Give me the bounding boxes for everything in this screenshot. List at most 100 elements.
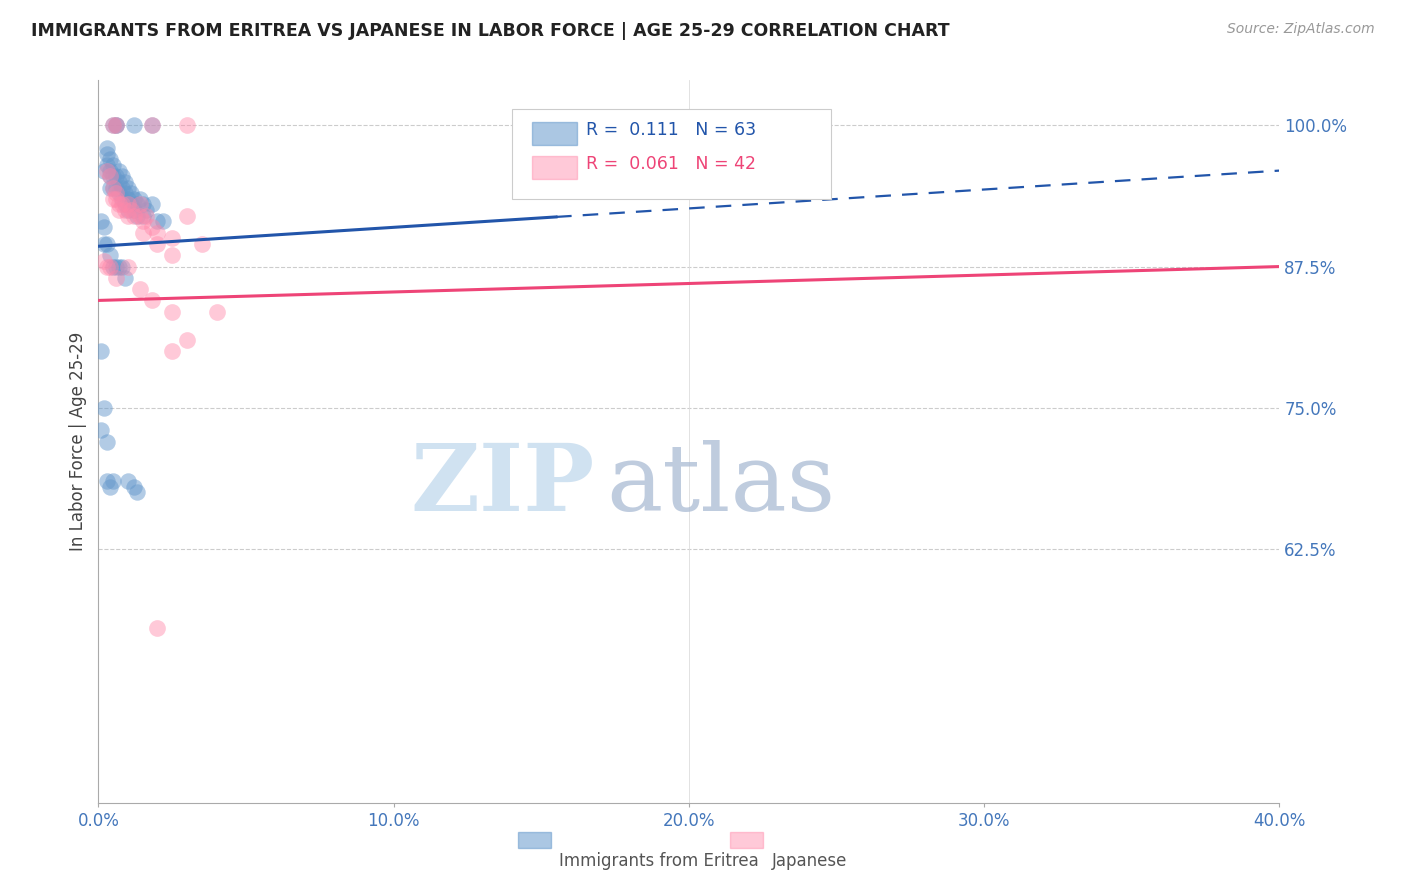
Point — [146, 214, 169, 228]
Point — [93, 163, 115, 178]
Point — [128, 209, 150, 223]
Point — [105, 169, 128, 184]
Point — [105, 270, 128, 285]
Text: R =  0.061   N = 42: R = 0.061 N = 42 — [586, 154, 756, 173]
Point — [120, 197, 142, 211]
Point — [90, 423, 112, 437]
Point — [162, 344, 183, 359]
Point — [114, 175, 136, 189]
Point — [98, 480, 121, 494]
Point — [176, 209, 198, 223]
Point — [90, 344, 112, 359]
Point — [117, 209, 139, 223]
Bar — [730, 831, 763, 847]
Point — [141, 197, 163, 211]
Point — [105, 260, 128, 274]
Text: ZIP: ZIP — [411, 440, 595, 530]
Point — [98, 153, 121, 167]
Point — [98, 169, 121, 184]
Point — [122, 480, 145, 494]
Point — [117, 203, 139, 218]
Point — [96, 146, 118, 161]
Point — [103, 180, 125, 194]
Point — [125, 197, 148, 211]
Point — [122, 203, 145, 218]
Point — [125, 485, 148, 500]
Point — [105, 119, 128, 133]
Point — [108, 163, 131, 178]
Bar — [531, 156, 576, 179]
Text: Source: ZipAtlas.com: Source: ZipAtlas.com — [1227, 22, 1375, 37]
Point — [128, 192, 150, 206]
Point — [120, 203, 142, 218]
Point — [176, 119, 198, 133]
Point — [114, 197, 136, 211]
Point — [132, 197, 155, 211]
Point — [90, 214, 112, 228]
Point — [205, 304, 228, 318]
FancyBboxPatch shape — [512, 109, 831, 200]
Point — [96, 260, 118, 274]
Point — [146, 237, 169, 252]
Text: IMMIGRANTS FROM ERITREA VS JAPANESE IN LABOR FORCE | AGE 25-29 CORRELATION CHART: IMMIGRANTS FROM ERITREA VS JAPANESE IN L… — [31, 22, 949, 40]
Point — [114, 270, 136, 285]
Point — [141, 293, 163, 308]
Point — [117, 180, 139, 194]
Point — [135, 203, 157, 218]
Point — [117, 197, 139, 211]
Point — [122, 192, 145, 206]
Point — [103, 158, 125, 172]
Point — [141, 119, 163, 133]
Point — [103, 169, 125, 184]
Point — [162, 248, 183, 262]
Point — [141, 220, 163, 235]
Point — [103, 192, 125, 206]
Point — [93, 220, 115, 235]
Point — [141, 119, 163, 133]
Point — [98, 248, 121, 262]
Point — [146, 621, 169, 635]
Point — [132, 214, 155, 228]
Point — [125, 209, 148, 223]
Point — [111, 197, 134, 211]
Point — [108, 186, 131, 201]
Point — [103, 260, 125, 274]
Point — [162, 304, 183, 318]
Text: R =  0.111   N = 63: R = 0.111 N = 63 — [586, 121, 756, 139]
Point — [114, 203, 136, 218]
Point — [96, 158, 118, 172]
Point — [98, 260, 121, 274]
Point — [111, 169, 134, 184]
Point — [105, 180, 128, 194]
Point — [117, 474, 139, 488]
Point — [128, 197, 150, 211]
Point — [117, 192, 139, 206]
Point — [93, 253, 115, 268]
Point — [96, 141, 118, 155]
Point — [108, 260, 131, 274]
Point — [111, 260, 134, 274]
Point — [111, 180, 134, 194]
Point — [111, 192, 134, 206]
Point — [108, 197, 131, 211]
Point — [105, 119, 128, 133]
Point — [98, 169, 121, 184]
Point — [122, 119, 145, 133]
Text: Japanese: Japanese — [772, 852, 846, 870]
Point — [105, 186, 128, 201]
Point — [96, 474, 118, 488]
Point — [103, 119, 125, 133]
Point — [93, 401, 115, 415]
Point — [114, 186, 136, 201]
Point — [122, 209, 145, 223]
Point — [98, 180, 121, 194]
Point — [176, 333, 198, 347]
Point — [120, 186, 142, 201]
Text: atlas: atlas — [606, 440, 835, 530]
Point — [105, 192, 128, 206]
Point — [132, 226, 155, 240]
Point — [108, 175, 131, 189]
Bar — [531, 122, 576, 145]
Text: Immigrants from Eritrea: Immigrants from Eritrea — [560, 852, 759, 870]
Point — [93, 237, 115, 252]
